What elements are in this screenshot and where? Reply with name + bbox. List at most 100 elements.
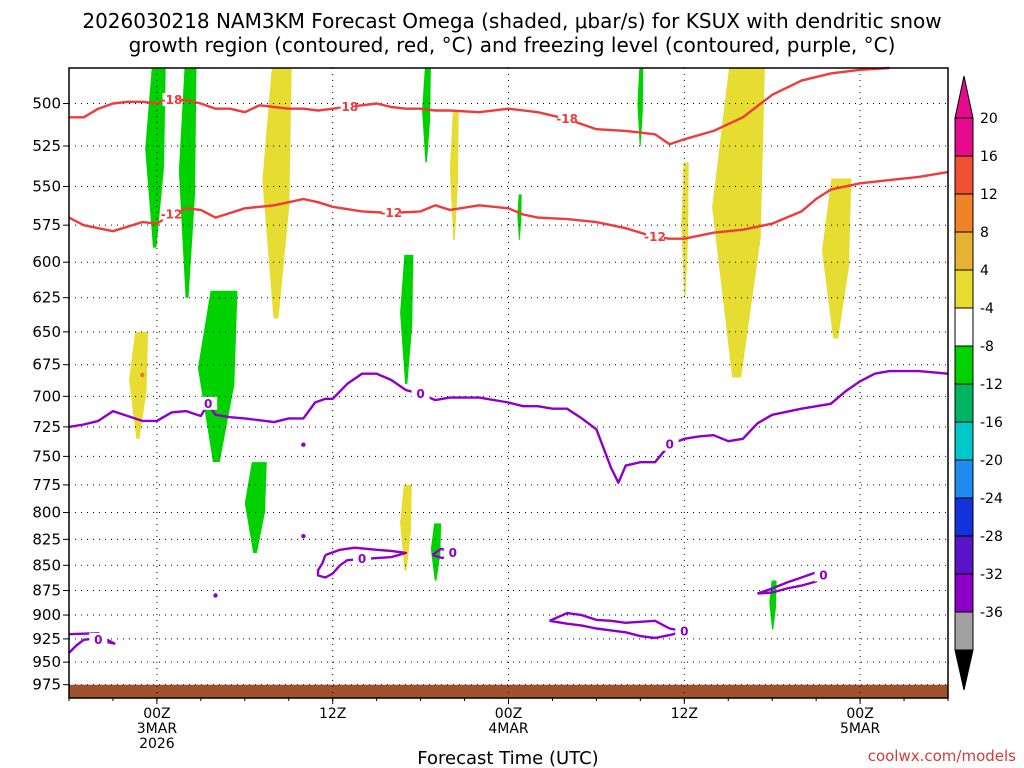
omega-negative-region (400, 254, 414, 384)
omega-negative-region (197, 290, 238, 463)
contour-label-bg (558, 112, 577, 126)
colorbar-label: -32 (980, 567, 1003, 583)
y-tick-label: 950 (32, 653, 61, 671)
contour-label: -12 (644, 230, 666, 244)
y-tick-label: 500 (32, 95, 61, 113)
y-tick-label: 800 (32, 504, 61, 522)
colorbar-label: -28 (980, 529, 1003, 545)
x-tick-label: 00Z (143, 706, 170, 722)
contour-label-bg (162, 207, 181, 221)
contour-label: 0 (416, 387, 424, 401)
y-tick-label: 625 (32, 289, 61, 307)
contour-label: -18 (161, 93, 183, 107)
contour-label-bg (382, 205, 401, 219)
contour-label-bg (338, 99, 357, 113)
colorbar-bin (954, 535, 974, 575)
colorbar-bin (954, 117, 974, 157)
y-tick-label: 925 (32, 630, 61, 648)
colorbar-bin (954, 231, 974, 271)
contour-label-bg (353, 552, 371, 566)
contour-label-bg (411, 386, 430, 400)
colorbar-bin (954, 269, 974, 309)
colorbar-label: 16 (980, 149, 998, 165)
y-tick-label: 525 (32, 137, 61, 155)
contour-label: 0 (204, 397, 212, 411)
credit-link[interactable]: coolwx.com/models (868, 747, 1016, 765)
x-tick-label: 3MAR (137, 721, 178, 737)
y-tick-label: 900 (32, 606, 61, 624)
colorbar-label: -12 (980, 377, 1003, 393)
omega-negative-region (517, 194, 522, 241)
small-contour-mark (140, 372, 145, 378)
omega-positive-region (129, 331, 149, 439)
colorbar-over-triangle (954, 75, 974, 119)
x-tick-label: 12Z (671, 706, 698, 722)
y-tick-label: 775 (32, 476, 61, 494)
colorbar-label: -20 (980, 453, 1003, 469)
contour-label: 0 (680, 624, 688, 638)
colorbar-label: -24 (980, 491, 1003, 507)
colorbar-bin (954, 497, 974, 537)
contour-label-bg (443, 545, 462, 559)
omega-positive-region (712, 68, 765, 378)
plot-frame (68, 67, 949, 699)
omega-positive-region (681, 162, 689, 298)
contour-label: 0 (358, 552, 366, 566)
colorbar-label: -8 (980, 339, 994, 355)
y-tick-label: 600 (32, 253, 61, 271)
colorbar-bin (954, 573, 974, 613)
contour-label-bg (646, 230, 664, 244)
omega-positive-region (262, 68, 292, 319)
y-tick-label: 750 (32, 447, 61, 465)
contour-label-bg (675, 624, 694, 638)
colorbar-label: -16 (980, 415, 1003, 431)
y-tick-label: 700 (32, 387, 61, 405)
y-tick-label: 575 (32, 216, 61, 234)
freezing-level-contour-line (68, 369, 949, 484)
colorbar-bin (954, 421, 974, 461)
colorbar-under-triangle (954, 649, 974, 691)
omega-negative-region (145, 68, 166, 248)
y-tick-label: 875 (32, 582, 61, 600)
contour-label-bg (814, 568, 833, 582)
omega-negative-region (637, 68, 644, 146)
y-tick-label: 850 (32, 556, 61, 574)
contour-label-bg (660, 437, 679, 451)
colorbar: 20 16 12 8 4 -4 -8 -12 -16 -20 -24 -28 -32 -36 (954, 75, 1003, 691)
y-tick-label: 975 (32, 676, 61, 694)
colorbar-bin (954, 383, 974, 423)
x-tick-label: 12Z (319, 706, 346, 722)
omega-positive-region (400, 484, 412, 571)
omega-negative-region (422, 68, 431, 163)
contour-label: -12 (161, 207, 183, 221)
colorbar-label: 12 (980, 187, 998, 203)
omega-positive-region (822, 178, 852, 339)
colorbar-label: -36 (980, 605, 1003, 621)
chart-title-line1: 2026030218 NAM3KM Forecast Omega (shaded… (82, 9, 941, 33)
colorbar-bin (954, 307, 974, 347)
small-contour-mark (301, 533, 306, 539)
colorbar-bin (954, 155, 974, 195)
contour-label: -12 (380, 206, 402, 220)
contour-label-bg (89, 632, 108, 646)
colorbar-label: 4 (980, 263, 989, 279)
y-tick-label: 825 (32, 530, 61, 548)
chart-title-line2: growth region (contoured, red, °C) and f… (129, 33, 896, 57)
surface-terrain (69, 684, 948, 698)
colorbar-bin (954, 459, 974, 499)
colorbar-label: -4 (980, 301, 994, 317)
contour-label-bg (199, 396, 218, 410)
contour-label: 0 (94, 633, 102, 647)
colorbar-bin (954, 193, 974, 233)
contour-label: 0 (665, 438, 673, 452)
x-tick-label: 00Z (495, 706, 522, 722)
small-contour-mark (213, 593, 218, 598)
x-tick-label: 00Z (846, 706, 873, 722)
colorbar-bin (954, 345, 974, 385)
contour-label: -18 (556, 112, 578, 126)
colorbar-label: 8 (980, 225, 989, 241)
contour-label: -18 (337, 100, 359, 114)
freezing-level-contour-line (549, 611, 686, 640)
x-tick-label: 5MAR (840, 721, 881, 737)
